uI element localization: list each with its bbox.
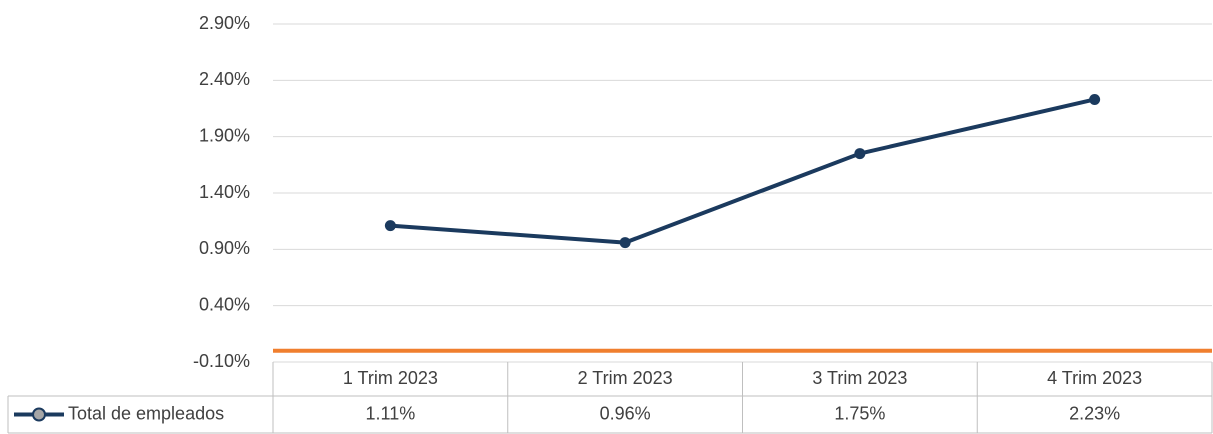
data-point [619,237,631,249]
y-tick-label: 1.40% [199,182,250,202]
table-value: 0.96% [600,403,651,423]
y-tick-label: 2.90% [199,13,250,33]
legend-label: Total de empleados [68,403,224,423]
y-tick-label: -0.10% [193,351,250,371]
y-tick-label: 2.40% [199,69,250,89]
y-tick-label: 0.90% [199,238,250,258]
x-tick-label: 3 Trim 2023 [812,368,907,388]
y-tick-label: 1.90% [199,125,250,145]
legend-marker [32,407,46,422]
table-value: 1.11% [366,403,416,423]
table-value: 2.23% [1069,403,1120,423]
data-point [854,148,866,160]
x-tick-label: 1 Trim 2023 [343,368,438,388]
table-value: 1.75% [834,403,885,423]
y-tick-label: 0.40% [199,294,250,314]
data-point [384,220,396,232]
x-tick-label: 2 Trim 2023 [578,368,673,388]
x-tick-label: 4 Trim 2023 [1047,368,1142,388]
data-point [1089,93,1101,105]
series-line [390,97,1096,245]
